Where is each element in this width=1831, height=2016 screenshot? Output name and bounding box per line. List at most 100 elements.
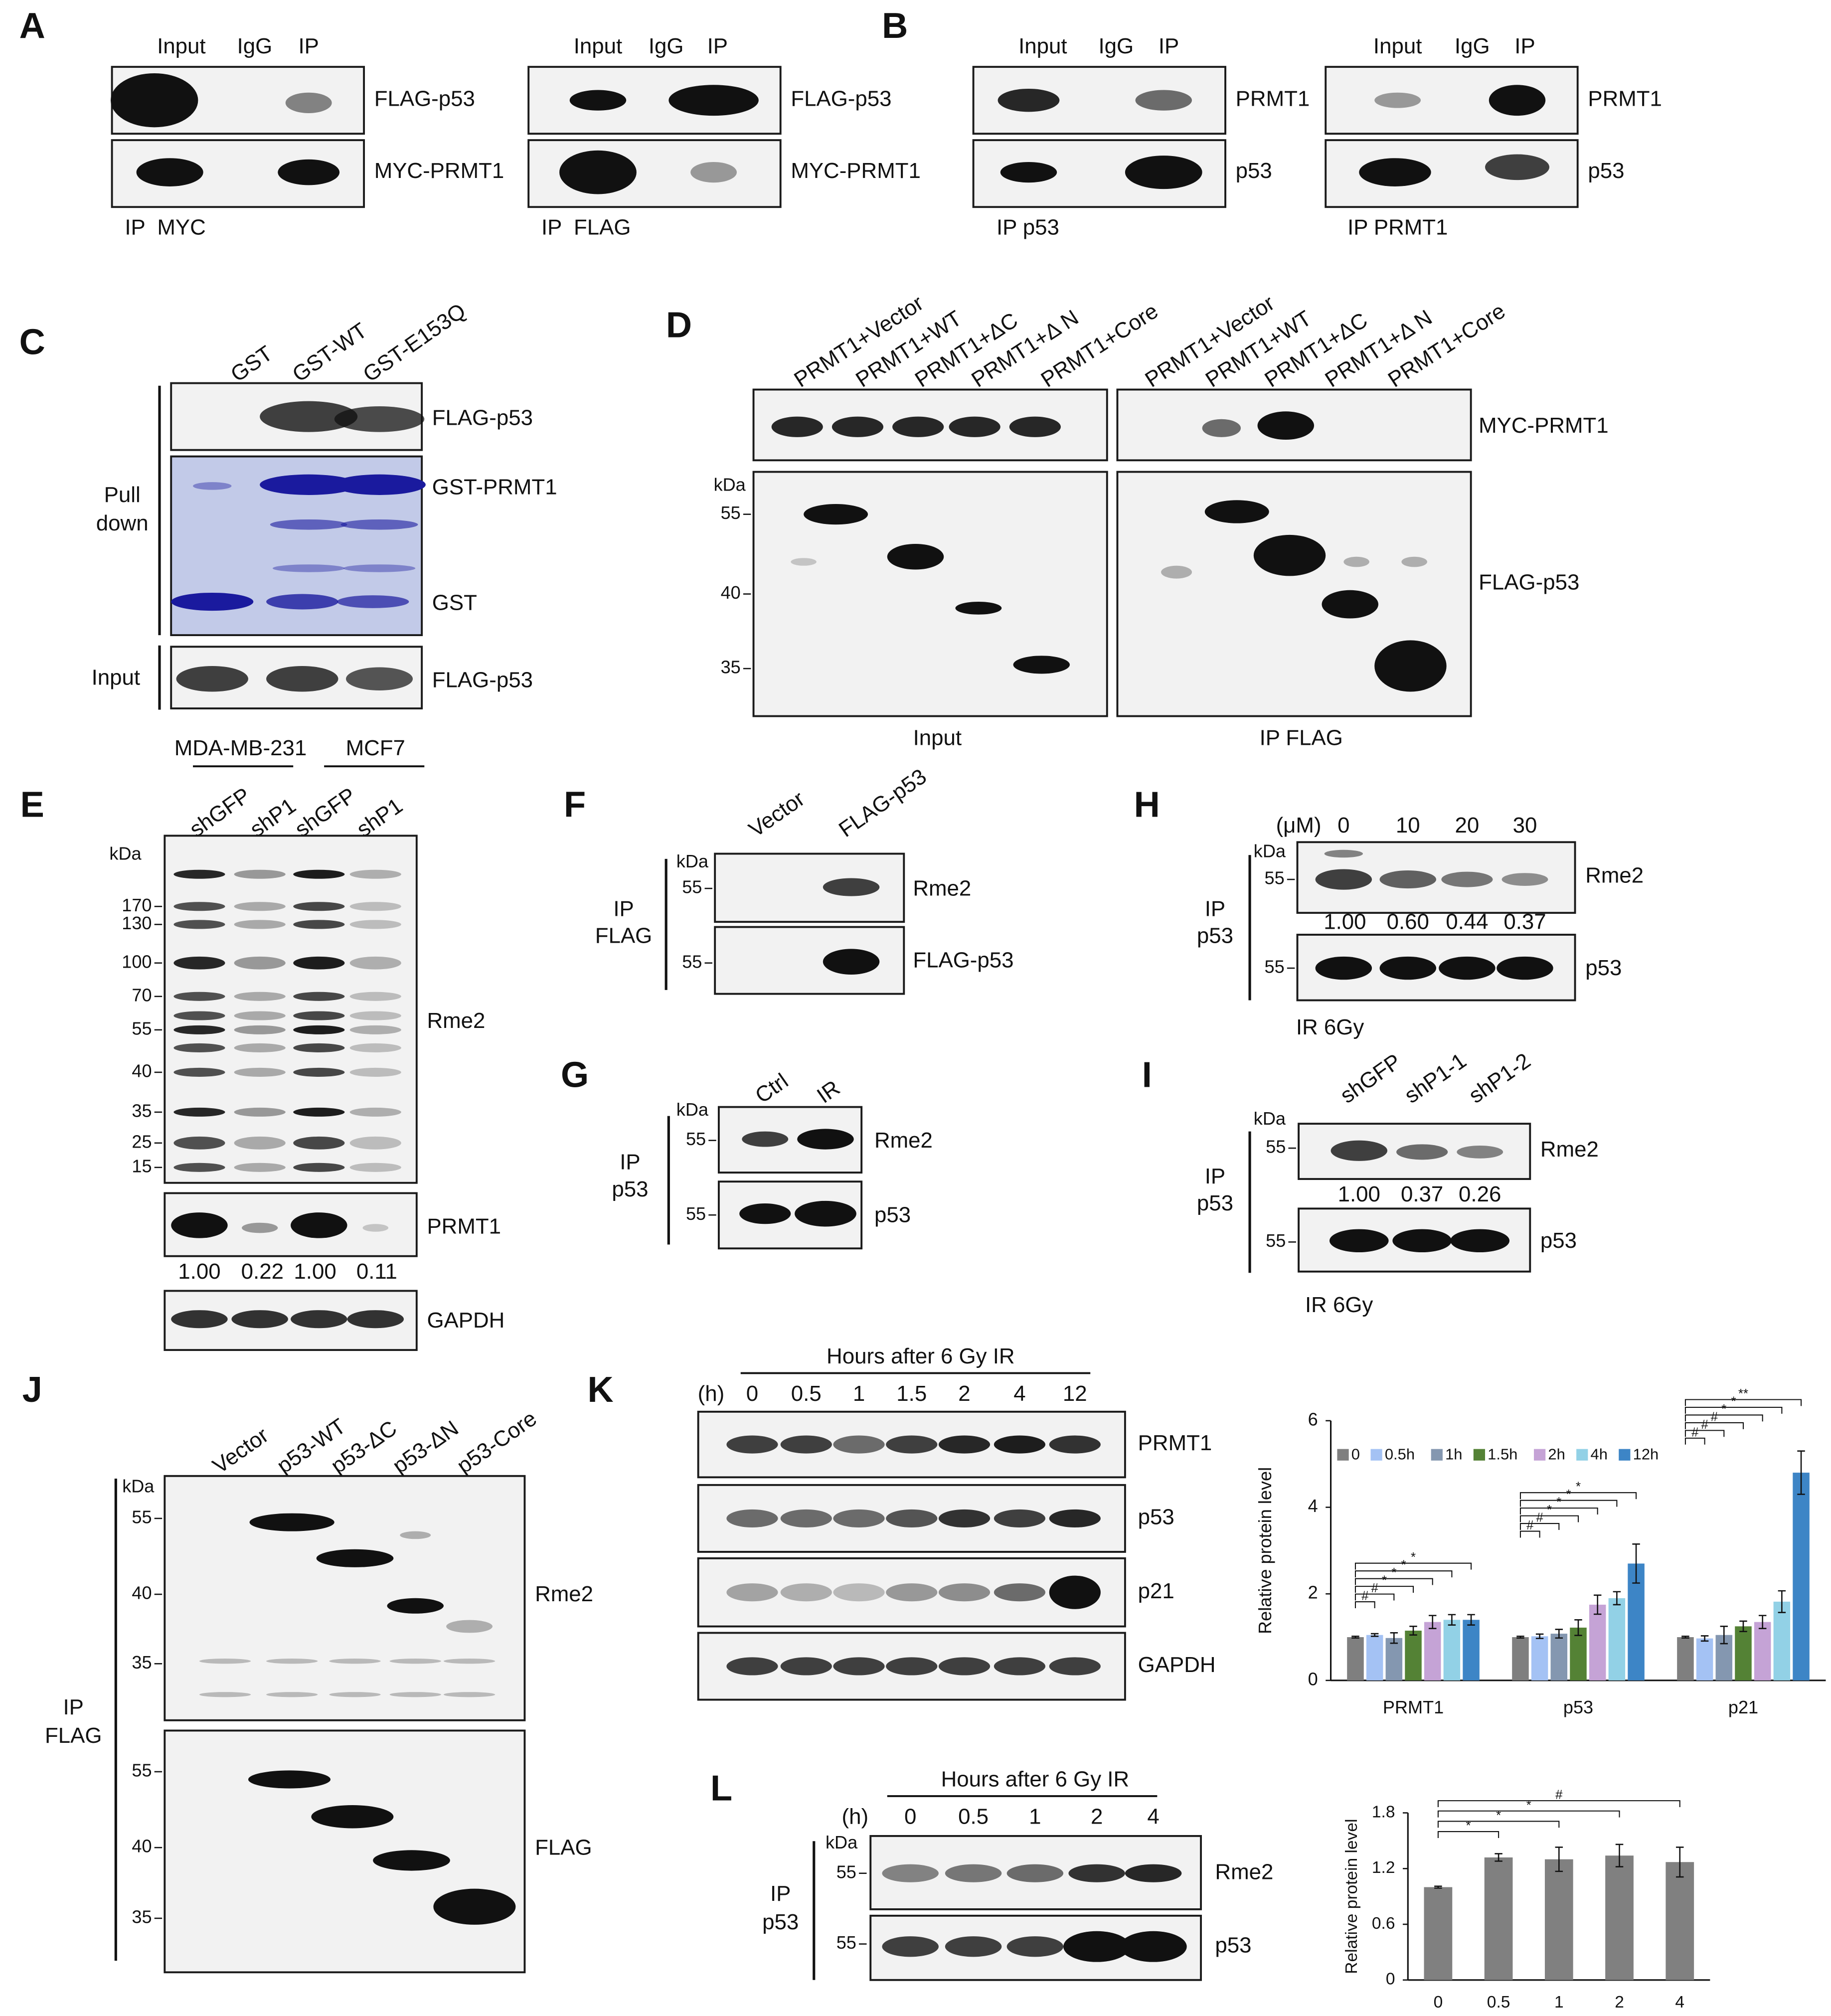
bar bbox=[1424, 1622, 1441, 1680]
kda-marker: 55 bbox=[1265, 868, 1285, 888]
legend-label: 1.5h bbox=[1488, 1446, 1517, 1463]
label: (h) bbox=[841, 1804, 868, 1829]
quant: 1.00 bbox=[294, 1259, 336, 1284]
error-bar bbox=[1615, 1844, 1624, 1867]
band bbox=[1068, 1864, 1125, 1882]
band bbox=[173, 902, 225, 911]
band bbox=[791, 558, 817, 566]
panel-label: J bbox=[22, 1370, 42, 1410]
band bbox=[1202, 419, 1241, 437]
blot bbox=[164, 1475, 526, 1721]
label: IP bbox=[1205, 1164, 1225, 1188]
row-label: MYC-PRMT1 bbox=[791, 159, 921, 183]
label: FLAG bbox=[595, 924, 652, 948]
band bbox=[349, 1136, 401, 1150]
band bbox=[1331, 1140, 1388, 1161]
band bbox=[389, 1659, 441, 1664]
band bbox=[266, 666, 338, 692]
ip-label: IP PRMT1 bbox=[1347, 215, 1448, 240]
band bbox=[234, 869, 286, 879]
label: kDa bbox=[714, 474, 746, 495]
band bbox=[938, 1583, 991, 1602]
band bbox=[945, 1864, 1002, 1882]
significance: * bbox=[1566, 1488, 1571, 1502]
band bbox=[234, 1025, 286, 1034]
quant: 1.00 bbox=[1324, 909, 1366, 934]
time-label: 1 bbox=[853, 1381, 865, 1406]
kda-marker: 40 bbox=[132, 1060, 152, 1081]
bracket bbox=[1354, 1593, 1395, 1601]
bracket bbox=[1354, 1562, 1472, 1570]
band bbox=[266, 1692, 318, 1697]
band bbox=[293, 1067, 345, 1077]
bracket bbox=[1354, 1586, 1414, 1593]
time-label: 2 bbox=[1091, 1804, 1103, 1829]
legend-swatch bbox=[1431, 1449, 1443, 1461]
column-label: IgG bbox=[1455, 34, 1490, 58]
label: (h) bbox=[698, 1381, 725, 1406]
band bbox=[1329, 1229, 1389, 1253]
band bbox=[242, 1222, 278, 1233]
column-label: Input bbox=[157, 34, 205, 58]
row-label: MYC-PRMT1 bbox=[1479, 413, 1609, 438]
bar bbox=[1405, 1631, 1422, 1680]
quant: 0.37 bbox=[1401, 1182, 1443, 1206]
column-label: IP bbox=[298, 34, 319, 58]
kda-marker: 25 bbox=[132, 1131, 152, 1152]
band bbox=[234, 1107, 286, 1117]
band bbox=[1374, 640, 1447, 692]
band bbox=[771, 416, 823, 437]
kda-marker: 100 bbox=[122, 951, 152, 972]
band bbox=[293, 1025, 345, 1034]
bracket bbox=[1684, 1430, 1725, 1437]
band bbox=[234, 902, 286, 911]
ip-label: IP p53 bbox=[997, 215, 1059, 240]
band bbox=[248, 1770, 331, 1789]
band bbox=[173, 1136, 225, 1150]
band bbox=[886, 1657, 938, 1676]
band bbox=[293, 1163, 345, 1172]
band bbox=[726, 1583, 778, 1602]
bracket bbox=[1354, 1570, 1453, 1578]
band bbox=[349, 1011, 401, 1020]
bracket bbox=[1437, 1821, 1560, 1828]
error-bar bbox=[1797, 1450, 1805, 1495]
bracket bbox=[1684, 1414, 1763, 1422]
quant: 1.00 bbox=[1338, 1182, 1380, 1206]
band bbox=[886, 1435, 938, 1454]
error-bar bbox=[1467, 1614, 1475, 1626]
row-label: p53 bbox=[1585, 956, 1622, 980]
label: Pull bbox=[104, 483, 141, 507]
row-label: FLAG-p53 bbox=[1479, 570, 1579, 594]
bar bbox=[1735, 1626, 1752, 1680]
bar bbox=[1570, 1627, 1587, 1680]
kda-marker: 55 bbox=[686, 1203, 706, 1224]
bracket bbox=[1684, 1406, 1783, 1414]
error-bar bbox=[1535, 1633, 1544, 1639]
dose-label: 0 bbox=[1337, 813, 1349, 838]
bar bbox=[1424, 1887, 1453, 1980]
bar bbox=[1544, 1859, 1573, 1980]
panel-label: L bbox=[710, 1769, 732, 1809]
x-tick-label: p53 bbox=[1563, 1697, 1593, 1717]
kda-marker: 170 bbox=[122, 895, 152, 915]
y-tick-label: 1.2 bbox=[1372, 1858, 1395, 1877]
band bbox=[832, 416, 884, 437]
label: kDa bbox=[1254, 840, 1286, 861]
kda-marker: 40 bbox=[132, 1836, 152, 1856]
ip-label: IP FLAG bbox=[541, 215, 631, 240]
time-label: 0.5 bbox=[791, 1381, 822, 1406]
row-label: GAPDH bbox=[427, 1308, 504, 1333]
error-bar bbox=[1700, 1635, 1709, 1642]
band bbox=[171, 592, 254, 611]
error-bar bbox=[1555, 1847, 1563, 1872]
error-bar bbox=[1632, 1543, 1640, 1584]
dose-label: 10 bbox=[1396, 813, 1420, 838]
bar bbox=[1773, 1601, 1791, 1680]
bracket bbox=[1519, 1492, 1637, 1500]
band bbox=[433, 1888, 516, 1925]
band bbox=[340, 519, 418, 530]
row-label: p53 bbox=[1138, 1505, 1174, 1529]
error-bar bbox=[1574, 1619, 1582, 1636]
error-bar bbox=[1739, 1620, 1747, 1633]
